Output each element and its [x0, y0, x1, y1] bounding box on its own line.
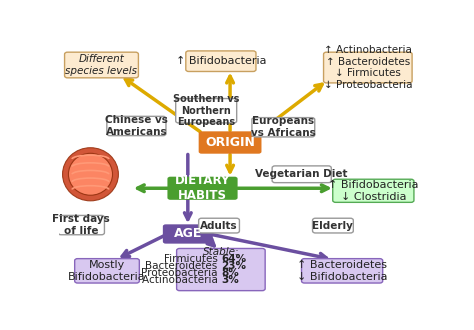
Text: Southern vs
Northern
Europeans: Southern vs Northern Europeans [173, 94, 239, 127]
Text: Adults: Adults [200, 220, 238, 231]
FancyBboxPatch shape [272, 166, 331, 183]
FancyBboxPatch shape [58, 215, 104, 235]
Text: 64%: 64% [221, 254, 246, 264]
Text: ↑ Bifidobacteria
↓ Clostridia: ↑ Bifidobacteria ↓ Clostridia [328, 180, 419, 202]
FancyBboxPatch shape [176, 99, 237, 123]
Text: AGE: AGE [173, 227, 202, 241]
Text: Firmicutes: Firmicutes [164, 254, 221, 264]
FancyBboxPatch shape [167, 177, 237, 200]
FancyBboxPatch shape [333, 179, 414, 202]
FancyBboxPatch shape [177, 248, 265, 291]
FancyBboxPatch shape [199, 131, 262, 154]
Text: Elderly: Elderly [312, 220, 353, 231]
Text: Actinobacteria: Actinobacteria [142, 275, 221, 285]
Text: 23%: 23% [221, 261, 246, 271]
Text: Bacteroidetes 23%: Bacteroidetes 23% [172, 261, 270, 271]
FancyBboxPatch shape [199, 218, 239, 233]
Text: Vegetarian Diet: Vegetarian Diet [255, 169, 348, 179]
FancyBboxPatch shape [312, 218, 353, 233]
Text: Different
species levels: Different species levels [65, 54, 137, 76]
Text: Proteobacteria 8%: Proteobacteria 8% [173, 268, 269, 278]
FancyBboxPatch shape [301, 259, 383, 283]
FancyBboxPatch shape [75, 259, 139, 283]
Ellipse shape [68, 153, 112, 195]
Text: Firmicutes 64%: Firmicutes 64% [181, 254, 261, 264]
FancyBboxPatch shape [186, 51, 256, 72]
FancyBboxPatch shape [252, 117, 315, 137]
Text: Actinobacteria 3%: Actinobacteria 3% [173, 275, 269, 285]
FancyBboxPatch shape [324, 52, 412, 83]
FancyBboxPatch shape [163, 224, 213, 244]
Text: First days
of life: First days of life [53, 214, 110, 236]
Text: 3%: 3% [221, 275, 238, 285]
Text: ↑ Bacteroidetes
↓ Bifidobacteria: ↑ Bacteroidetes ↓ Bifidobacteria [297, 260, 387, 281]
Text: Stable:: Stable: [202, 247, 239, 257]
FancyBboxPatch shape [107, 116, 166, 136]
Text: Chinese vs
Americans: Chinese vs Americans [105, 115, 168, 137]
Text: Europeans
vs Africans: Europeans vs Africans [251, 116, 316, 138]
Text: 8%: 8% [221, 268, 238, 278]
FancyBboxPatch shape [64, 52, 138, 78]
Ellipse shape [63, 148, 118, 201]
Text: ↑ Bifidobacteria: ↑ Bifidobacteria [176, 56, 266, 66]
Text: DIETARY
HABITS: DIETARY HABITS [175, 174, 230, 202]
Text: Proteobacteria: Proteobacteria [141, 268, 221, 278]
Text: ↑ Actinobacteria
↑ Bacteroidetes
↓ Firmicutes
↓ Proteobacteria: ↑ Actinobacteria ↑ Bacteroidetes ↓ Firmi… [324, 45, 412, 90]
Text: Bacteroidetes: Bacteroidetes [146, 261, 221, 271]
Text: ORIGIN: ORIGIN [205, 136, 255, 149]
Text: Mostly
Bifidobacteria: Mostly Bifidobacteria [68, 260, 146, 281]
